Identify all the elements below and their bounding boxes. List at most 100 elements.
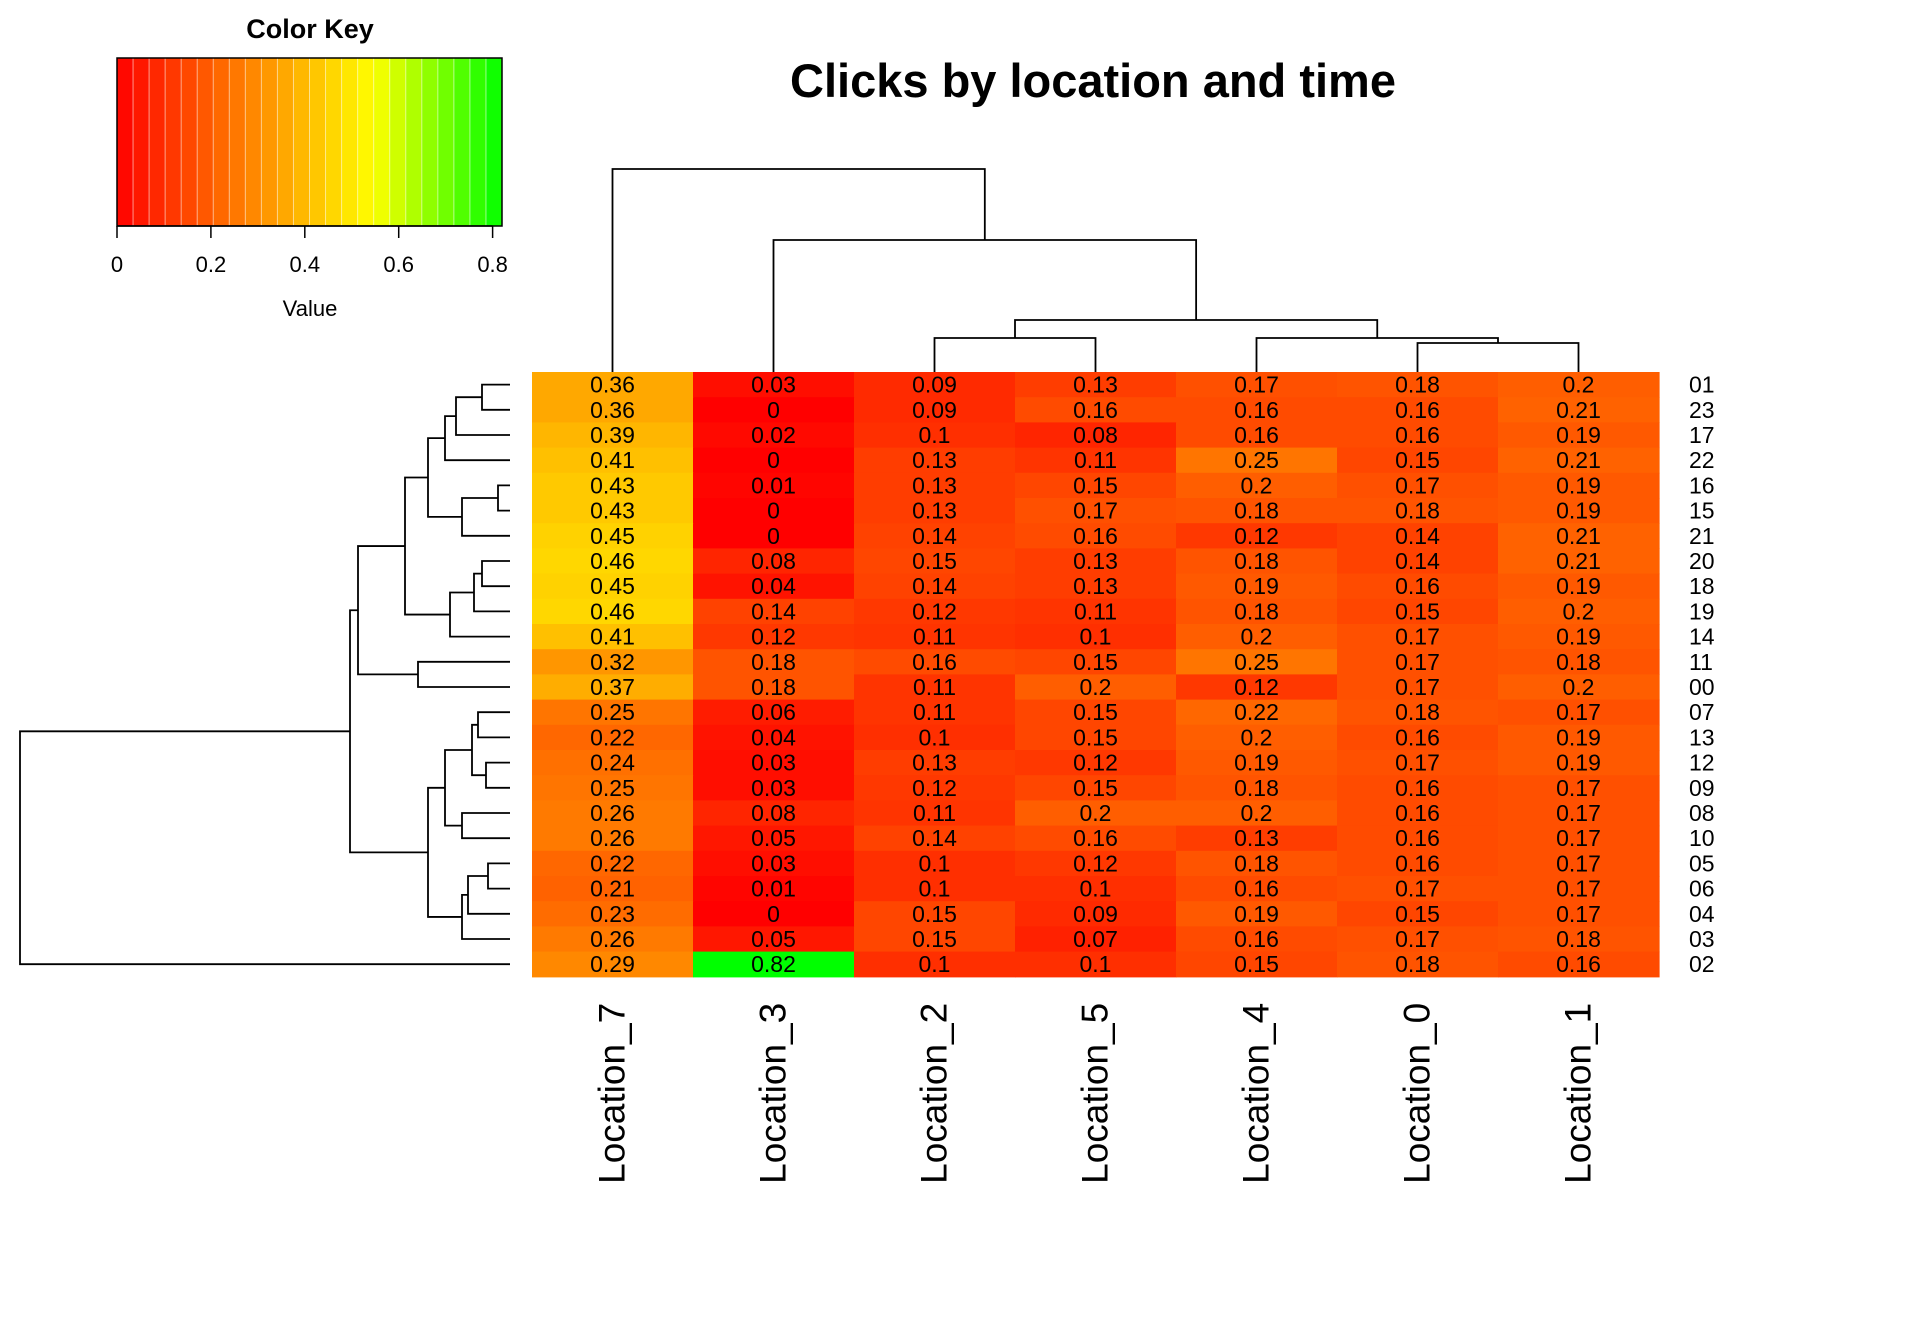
dendrogram-branch: [477, 711, 510, 739]
heatmap-cell: [693, 447, 855, 474]
heatmap-cell: [1015, 926, 1177, 953]
heatmap-cell: [1498, 800, 1660, 827]
cell-value-label: 0.82: [751, 951, 796, 977]
heatmap-cell: [854, 901, 1016, 927]
cell-value-label: 0.12: [912, 775, 957, 801]
color-key-xlabel: Value: [283, 296, 338, 321]
heatmap-cell: [1015, 649, 1177, 675]
chart-title: Clicks by location and time: [790, 54, 1396, 107]
heatmap-cell: [1498, 951, 1660, 978]
dendrogram-branch: [497, 484, 510, 512]
row-label: 17: [1689, 422, 1715, 448]
cell-value-label: 0.2: [1563, 674, 1595, 700]
color-key-swatch: [421, 58, 439, 226]
heatmap-cell: [1015, 951, 1177, 978]
heatmap-cell: [1176, 598, 1338, 625]
heatmap-cell: [1337, 800, 1499, 827]
heatmap-cell: [532, 825, 694, 852]
heatmap-cell: [693, 724, 855, 751]
heatmap-cell: [693, 422, 855, 449]
cell-value-label: 0.19: [1234, 750, 1279, 776]
cell-value-label: 0.17: [1395, 472, 1440, 498]
cell-value-label: 0.11: [913, 674, 956, 700]
dendrogram-branch: [772, 239, 1198, 372]
cell-value-label: 0.18: [751, 674, 796, 700]
heatmap-cell: [1498, 674, 1660, 701]
dendrogram-branch: [473, 572, 510, 613]
cell-value-label: 0.01: [751, 876, 796, 902]
heatmap-cell: [1176, 825, 1338, 852]
heatmap-cell: [693, 901, 855, 927]
heatmap-cell: [1015, 598, 1177, 625]
heatmap-cell: [1337, 372, 1499, 398]
cell-value-label: 0.04: [751, 724, 796, 750]
cell-value-label: 0.16: [1073, 397, 1118, 423]
cell-value-label: 0.21: [590, 876, 635, 902]
heatmap-cell: [1498, 649, 1660, 675]
heatmap-cell: [854, 825, 1016, 852]
column-label: Location_3: [753, 1003, 794, 1184]
heatmap-cell: [1498, 422, 1660, 449]
cell-value-label: 0.17: [1395, 750, 1440, 776]
row-label: 08: [1689, 800, 1715, 826]
heatmap-cell: [1337, 750, 1499, 776]
heatmap-cell: [1176, 750, 1338, 776]
column-label: Location_2: [914, 1003, 955, 1184]
color-key-swatch: [261, 58, 278, 226]
heatmap-cell: [854, 951, 1016, 978]
cell-value-label: 0.17: [1073, 498, 1118, 524]
color-key-gradient: [117, 58, 503, 226]
dendrogram-branch: [357, 545, 418, 676]
heatmap-cell: [532, 775, 694, 801]
dendrogram-branch: [933, 337, 1097, 372]
heatmap-cell: [693, 598, 855, 625]
heatmap-cell: [1015, 548, 1177, 575]
heatmap-cell: [1176, 573, 1338, 600]
cell-value-label: 0.46: [590, 598, 635, 624]
cell-value-label: 0.03: [751, 775, 796, 801]
cell-value-label: 0.19: [1556, 573, 1601, 599]
dendrogram-branch: [444, 749, 472, 827]
dendrogram-branch: [461, 894, 510, 940]
heatmap-cell: [854, 800, 1016, 827]
dendrogram-branch: [349, 609, 428, 854]
cell-value-label: 0.25: [1234, 649, 1279, 675]
color-key-tick-label: 0.2: [196, 252, 227, 277]
heatmap-cell: [532, 548, 694, 575]
cell-value-label: 0.1: [1080, 876, 1112, 902]
color-key-swatch: [277, 58, 294, 226]
cell-value-label: 0.15: [1073, 775, 1118, 801]
heatmap-cell: [1337, 598, 1499, 625]
color-key-tick-label: 0.8: [477, 252, 508, 277]
heatmap-cell: [532, 397, 694, 423]
heatmap-cell: [1176, 498, 1338, 524]
dendrogram-branch: [481, 383, 510, 411]
color-key-swatch: [469, 58, 487, 226]
dendrogram-branch: [467, 875, 510, 915]
heatmap-cell: [532, 573, 694, 600]
cell-value-label: 0.2: [1241, 472, 1273, 498]
cell-value-label: 0.15: [1073, 724, 1118, 750]
heatmap-cell: [532, 447, 694, 474]
color-key-swatch: [325, 58, 343, 226]
heatmap-cell: [1498, 397, 1660, 423]
cell-value-label: 0.1: [919, 724, 951, 750]
cell-value-label: 0.14: [912, 523, 957, 549]
cell-value-label: 0.13: [912, 472, 957, 498]
heatmap-cell: [1015, 397, 1177, 423]
cell-value-label: 0.21: [1556, 447, 1601, 473]
cell-value-label: 0.15: [912, 901, 957, 927]
heatmap-cell: [1337, 447, 1499, 474]
row-label: 02: [1689, 951, 1715, 977]
heatmap-cell: [1337, 498, 1499, 524]
heatmap-cell: [1337, 649, 1499, 675]
cell-value-label: 0.18: [1234, 548, 1279, 574]
cell-value-label: 0.43: [590, 498, 635, 524]
row-label: 06: [1689, 876, 1715, 902]
cell-value-label: 0.26: [590, 800, 635, 826]
cell-value-label: 0.13: [912, 750, 957, 776]
color-key-tick-label: 0: [111, 252, 123, 277]
cell-value-label: 0.25: [590, 775, 635, 801]
color-key-swatch: [341, 58, 359, 226]
cell-value-label: 0.2: [1080, 674, 1112, 700]
